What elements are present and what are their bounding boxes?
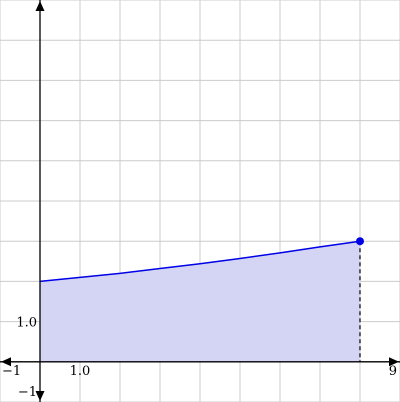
x-axis-arrow-right <box>389 357 399 367</box>
tick-labels: −1 1.0 9 1.0 −1 <box>2 316 397 400</box>
shaded-area <box>40 241 360 362</box>
endpoint-marker[interactable] <box>356 237 364 246</box>
x-tick-label: 9 <box>389 364 397 379</box>
y-axis-arrow-up <box>35 1 45 11</box>
x-axis-arrow-left <box>1 357 11 367</box>
y-axis-arrow-down <box>35 391 45 401</box>
y-tick-label: 1.0 <box>16 316 37 331</box>
x-tick-label: −1 <box>2 364 21 379</box>
x-tick-label: 1.0 <box>70 364 91 379</box>
y-tick-label: −1 <box>18 385 37 400</box>
function-curve <box>39 240 361 283</box>
